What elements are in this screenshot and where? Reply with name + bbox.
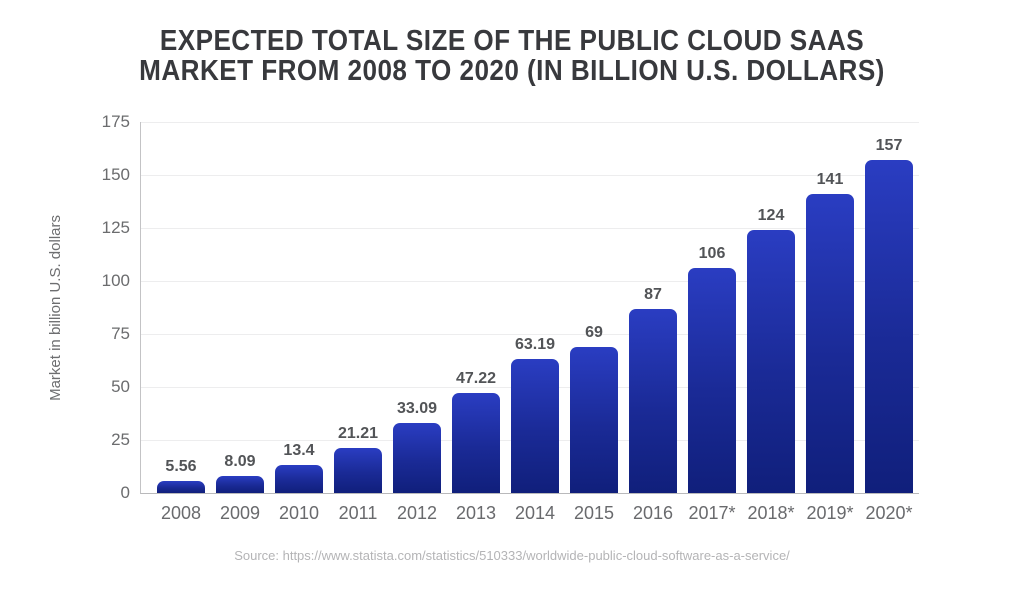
bar-value-label: 157 — [875, 137, 903, 155]
bar-2015 — [570, 346, 618, 493]
x-axis-tick-label: 2016 — [632, 503, 674, 523]
source-text: Source: https://www.statista.com/statist… — [234, 548, 790, 563]
bar-column: 8.09 2009 — [216, 122, 264, 523]
bar-column: 63.19 2014 — [511, 122, 559, 523]
bar-value-label: 21.21 — [337, 425, 379, 442]
y-axis-tick-label: 50 — [111, 377, 130, 396]
x-axis-tick-label: 2008 — [160, 503, 202, 523]
gridline — [141, 175, 919, 176]
bar-value-label: 47.22 — [455, 369, 497, 387]
bar-column: 124 2018* — [747, 122, 795, 523]
bar-value-label: 63.19 — [514, 336, 556, 353]
gridline — [141, 281, 919, 282]
bar-2017 — [688, 268, 736, 493]
y-axis-tick-label: 100 — [101, 271, 130, 290]
chart-title-line-2: MARKET FROM 2008 TO 2020 (IN BILLION U.S… — [139, 55, 885, 87]
bar-value-label: 124 — [757, 207, 785, 225]
bar-2019 — [806, 194, 854, 493]
bar-2013 — [452, 392, 500, 493]
bar-2014 — [511, 359, 559, 493]
bar-value-label: 8.09 — [224, 452, 256, 470]
gridline — [141, 228, 919, 229]
bar-2016 — [629, 308, 677, 493]
x-axis-tick-label: 2012 — [396, 503, 438, 523]
x-axis-tick-label: 2020* — [865, 503, 913, 523]
x-axis-tick-label: 2018* — [747, 503, 795, 523]
chart-title: EXPECTED TOTAL SIZE OF THE PUBLIC CLOUD … — [51, 26, 973, 86]
chart-title-line-1: EXPECTED TOTAL SIZE OF THE PUBLIC CLOUD … — [159, 25, 865, 57]
bar-2020 — [865, 160, 913, 493]
bar-column: 47.22 2013 — [452, 122, 500, 523]
bar-column: 141 2019* — [806, 122, 854, 523]
bar-2011 — [334, 448, 382, 493]
bar-series: 5.56 2008 8.09 2009 13.4 2010 21.21 2011 33.09 20… — [157, 122, 913, 523]
y-axis: 175 150 125 100 75 50 25 0 — [0, 112, 130, 502]
bar-value-label: 13.4 — [283, 441, 315, 459]
bar-2018 — [747, 230, 795, 493]
bar-column: 69 2015 — [570, 122, 618, 523]
bar-value-label: 106 — [698, 245, 726, 263]
x-axis-tick-label: 2010 — [278, 503, 320, 523]
x-axis-tick-label: 2011 — [338, 503, 378, 523]
x-axis-tick-label: 2013 — [455, 503, 497, 523]
bar-column: 157 2020* — [865, 122, 913, 523]
x-axis-tick-label: 2015 — [573, 503, 615, 523]
gridline — [141, 334, 919, 335]
bar-column: 13.4 2010 — [275, 122, 323, 523]
x-axis-tick-label: 2014 — [514, 503, 556, 523]
bar-column: 33.09 2012 — [393, 122, 441, 523]
bar-2008 — [157, 481, 205, 493]
y-axis-tick-label: 150 — [101, 165, 130, 184]
y-axis-tick-label: 0 — [120, 483, 130, 502]
bar-value-label: 141 — [816, 171, 844, 189]
y-axis-tick-label: 25 — [111, 430, 130, 449]
y-axis-tick-label: 125 — [101, 218, 130, 237]
bar-2010 — [275, 464, 323, 493]
bar-value-label: 87 — [644, 285, 662, 303]
bar-value-label: 5.56 — [165, 458, 197, 476]
bar-2012 — [393, 422, 441, 493]
gridline — [141, 122, 919, 123]
bar-column: 21.21 2011 — [334, 122, 382, 523]
x-axis-tick-label: 2017* — [688, 503, 736, 523]
y-axis-tick-label: 175 — [101, 112, 130, 131]
bar-column: 106 2017* — [688, 122, 736, 523]
x-axis-tick-label: 2009 — [219, 503, 261, 523]
bar-column: 5.56 2008 — [157, 122, 205, 523]
bar-value-label: 33.09 — [396, 399, 438, 417]
y-axis-tick-label: 75 — [111, 324, 130, 343]
bar-value-label: 69 — [585, 323, 603, 341]
bar-column: 87 2016 — [629, 122, 677, 523]
plot-area: 5.56 2008 8.09 2009 13.4 2010 21.21 2011 33.09 20… — [140, 122, 919, 523]
x-axis-tick-label: 2019* — [806, 503, 854, 523]
bar-2009 — [216, 475, 264, 493]
